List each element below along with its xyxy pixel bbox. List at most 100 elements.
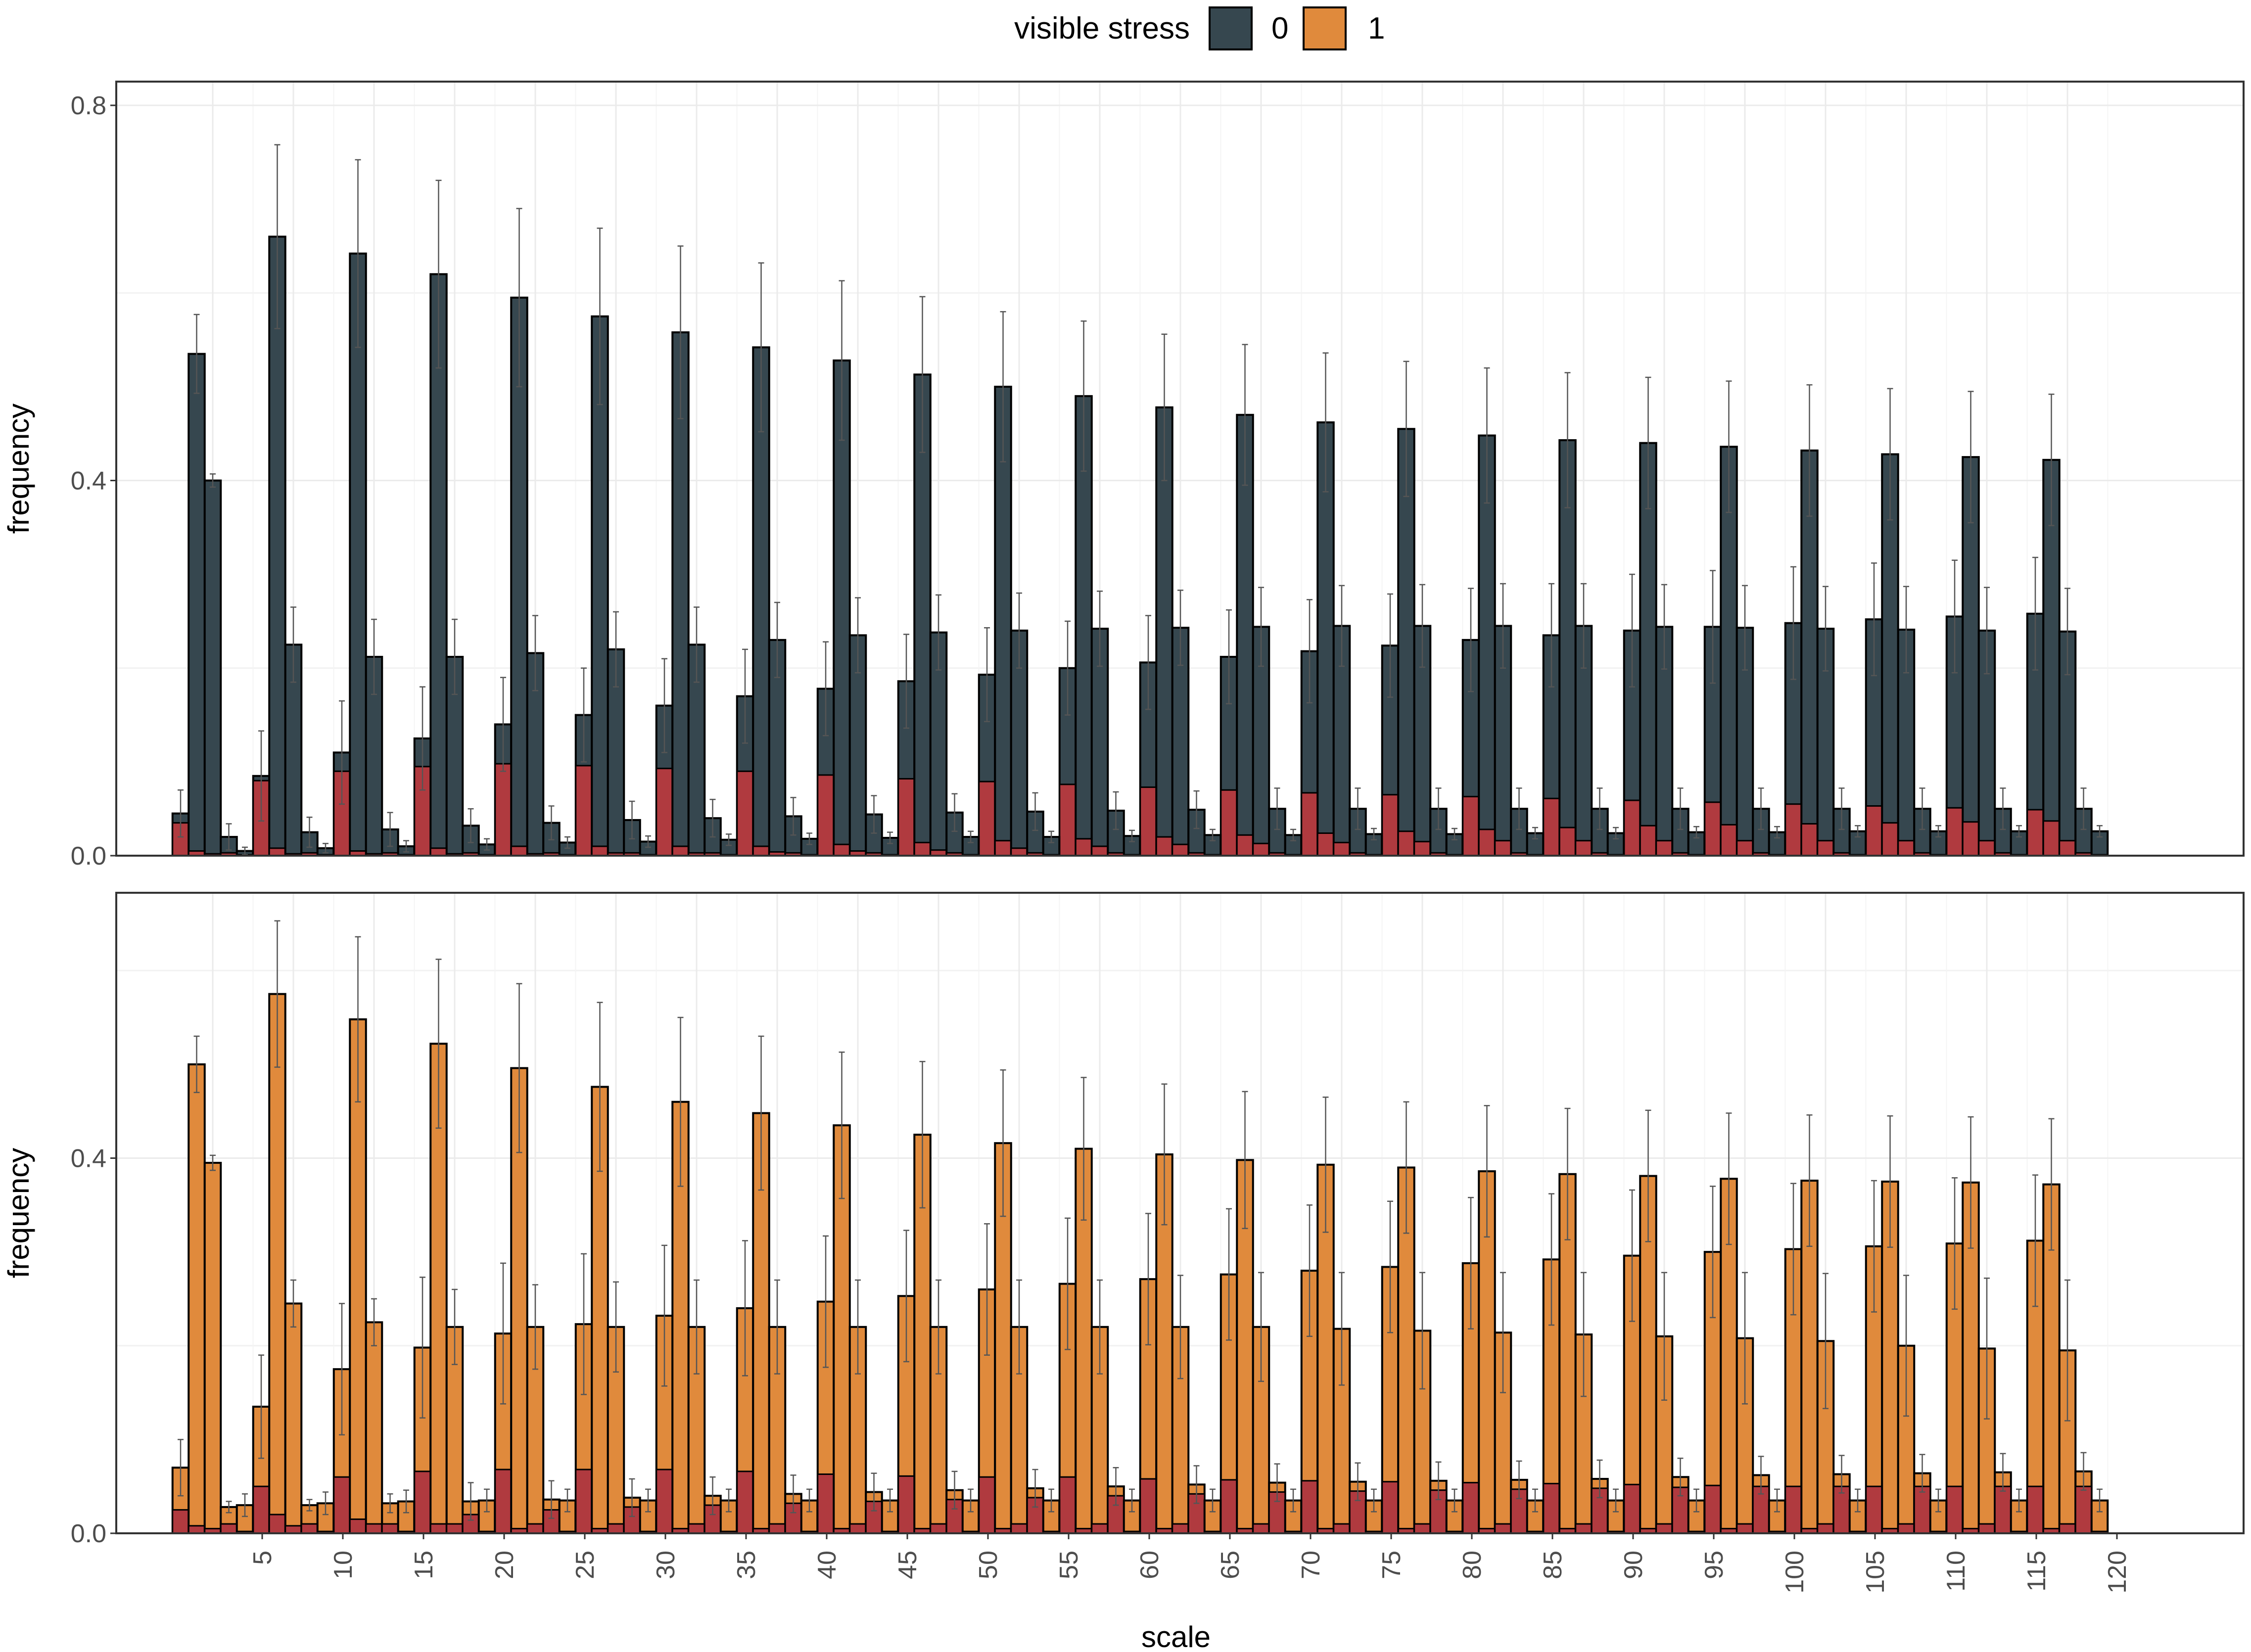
bar-overlay	[1543, 797, 1560, 857]
x-tick-label: 30	[652, 1551, 680, 1579]
bar	[1526, 832, 1545, 857]
x-tick-label: 15	[410, 1551, 438, 1579]
bar-overlay	[994, 840, 1012, 857]
bar-overlay	[1494, 840, 1512, 857]
x-axis-title: scale	[1141, 1620, 1211, 1652]
bar-overlay	[2042, 820, 2061, 857]
bar-overlay	[220, 1523, 238, 1534]
x-tick-label: 40	[813, 1551, 842, 1579]
bar-overlay	[1639, 825, 1657, 857]
bar-overlay	[188, 1525, 206, 1534]
bar-overlay	[1623, 1483, 1641, 1534]
x-tick-label: 100	[1781, 1551, 1809, 1594]
bar-overlay	[494, 1468, 512, 1534]
bar-overlay	[752, 845, 770, 857]
bar-overlay	[736, 1470, 754, 1534]
y-tick-label: 0.4	[71, 1145, 106, 1173]
plot-border	[115, 892, 2245, 1534]
bar-overlay	[349, 1518, 367, 1534]
bar-overlay	[1897, 840, 1915, 857]
bar	[284, 1302, 303, 1534]
bar-overlay	[1155, 836, 1173, 857]
bar-overlay	[913, 841, 932, 857]
bar	[961, 1499, 980, 1535]
x-tick-label: 95	[1700, 1551, 1729, 1579]
x-tick-label: 105	[1861, 1551, 1890, 1594]
bar-overlay	[1220, 1479, 1238, 1534]
x-tick-label: 5	[248, 1551, 277, 1565]
bar-overlay	[768, 1523, 786, 1534]
bar-overlay	[446, 1523, 464, 1534]
bar-overlay	[1865, 1485, 1883, 1534]
bar	[1929, 830, 1948, 857]
bar-overlay	[2059, 1523, 2076, 1534]
x-tick-label: 90	[1619, 1551, 1648, 1579]
bar	[510, 296, 528, 857]
bar-overlay	[1817, 840, 1834, 857]
bar-overlay	[494, 763, 512, 857]
panel-2: 0.0 0.4 frequency	[2, 892, 2245, 1548]
bar-overlay	[2059, 840, 2076, 857]
bar-overlay	[1413, 1523, 1431, 1534]
bar-overlay	[381, 1523, 399, 1534]
bar-overlay	[978, 780, 996, 857]
bar-overlay	[978, 1476, 996, 1534]
bar-overlay	[1655, 840, 1673, 857]
bar-overlay	[1736, 840, 1754, 857]
bar-overlay	[1252, 842, 1270, 857]
x-tick-label: 65	[1216, 1551, 1245, 1579]
bar-overlay	[1720, 824, 1738, 857]
legend: visible stress 0 1	[1014, 6, 1385, 50]
legend-swatch-0	[1209, 6, 1253, 50]
bar-overlay	[414, 1470, 431, 1534]
bar-overlay	[817, 1473, 835, 1534]
bar-overlay	[300, 1523, 319, 1534]
bar-overlay	[591, 845, 609, 857]
bar-overlay	[1704, 1484, 1722, 1534]
bar-overlay	[1301, 792, 1318, 857]
bar-overlay	[1575, 840, 1593, 857]
bar-overlay	[333, 1476, 351, 1534]
bar-overlay	[1897, 1523, 1915, 1534]
bar-overlay	[284, 1525, 302, 1534]
bar-overlay	[1139, 786, 1157, 857]
y-axis-title: frequency	[2, 1148, 35, 1279]
bar-overlay	[1946, 1485, 1964, 1534]
bar	[833, 359, 851, 857]
bar-overlay	[1059, 783, 1077, 857]
bar-overlay	[1220, 789, 1238, 857]
y-tick-label: 0.0	[71, 1519, 106, 1548]
bar-overlay	[2074, 1485, 2093, 1534]
bar-overlay	[1075, 838, 1093, 857]
bar-overlay	[1462, 1482, 1480, 1534]
bar	[188, 353, 206, 857]
bar-overlay	[510, 845, 528, 857]
x-tick-label: 50	[974, 1551, 1003, 1579]
x-tick-label: 35	[732, 1551, 761, 1579]
bar-overlay	[1962, 821, 1980, 857]
bar-overlay	[1946, 807, 1964, 857]
bar	[203, 479, 222, 857]
bar-overlay	[897, 778, 915, 857]
x-tick-label: 85	[1539, 1551, 1567, 1579]
bar	[268, 235, 286, 857]
x-tick-label: 110	[1942, 1551, 1970, 1592]
bar-overlay	[1913, 1485, 1931, 1534]
bar	[671, 331, 690, 857]
bar-overlay	[1333, 1523, 1351, 1534]
bar-overlay	[1800, 823, 1819, 857]
plot-border	[115, 81, 2245, 857]
legend-label-0: 0	[1271, 11, 1288, 46]
bar-overlay	[1091, 1523, 1109, 1534]
bar-overlay	[671, 845, 690, 857]
bar-overlay	[1381, 1481, 1399, 1534]
bar-overlay	[1236, 834, 1254, 857]
x-tick-label: 10	[329, 1551, 358, 1579]
bar	[349, 252, 367, 857]
bar-overlay	[1543, 1482, 1560, 1534]
bar-overlay	[833, 843, 851, 857]
bar	[188, 1063, 206, 1534]
bar-overlay	[656, 1468, 673, 1534]
bar-overlay	[2026, 809, 2044, 857]
